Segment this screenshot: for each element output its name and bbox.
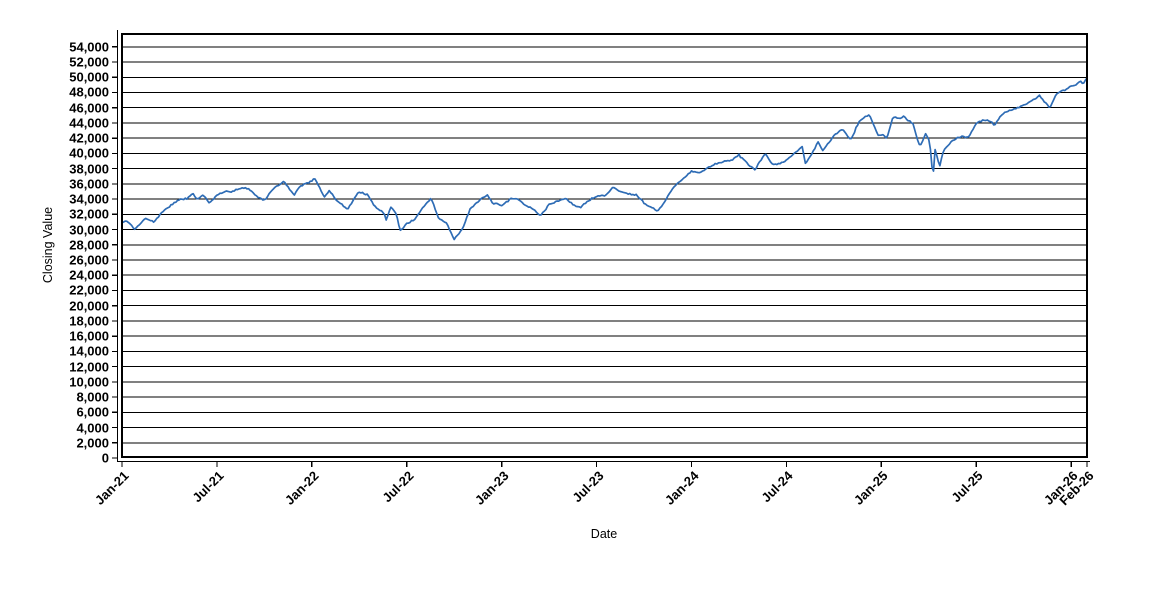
y-tick-label: 38,000 [69,161,109,177]
y-tick-label: 12,000 [69,359,109,375]
y-tick-label: 34,000 [69,191,109,207]
y-tick-label: 10,000 [69,374,109,390]
y-tick-label: 22,000 [69,282,109,298]
y-tick-label: 16,000 [69,328,109,344]
y-tick-label: 48,000 [69,84,109,100]
y-tick-label: 54,000 [69,39,109,55]
closing-value-series-line [121,77,1088,241]
y-tick-label: 44,000 [69,115,109,131]
y-tick-label: 46,000 [69,100,109,116]
y-tick-label: 36,000 [69,176,109,192]
plot-border [121,33,1088,458]
x-axis-title: Date [590,527,618,541]
y-tick-label: 6,000 [76,404,109,420]
y-tick-label: 20,000 [69,298,109,314]
y-tick-label: 40,000 [69,145,109,161]
y-tick-label: 8,000 [76,389,109,405]
y-tick-label: 32,000 [69,206,109,222]
y-tick-label: 14,000 [69,343,109,359]
y-tick-label: 28,000 [69,237,109,253]
y-tick-label: 18,000 [69,313,109,329]
y-tick-label: 50,000 [69,69,109,85]
y-tick-label: 24,000 [69,267,109,283]
y-tick-label: 2,000 [76,435,109,451]
y-tick-label: 52,000 [69,54,109,70]
y-tick-label: 42,000 [69,130,109,146]
y-tick-label: 30,000 [69,222,109,238]
y-tick-label: 0 [101,450,109,466]
y-axis-title: Closing Value [41,206,55,284]
y-tick-label: 26,000 [69,252,109,268]
y-tick-label: 4,000 [76,420,109,436]
